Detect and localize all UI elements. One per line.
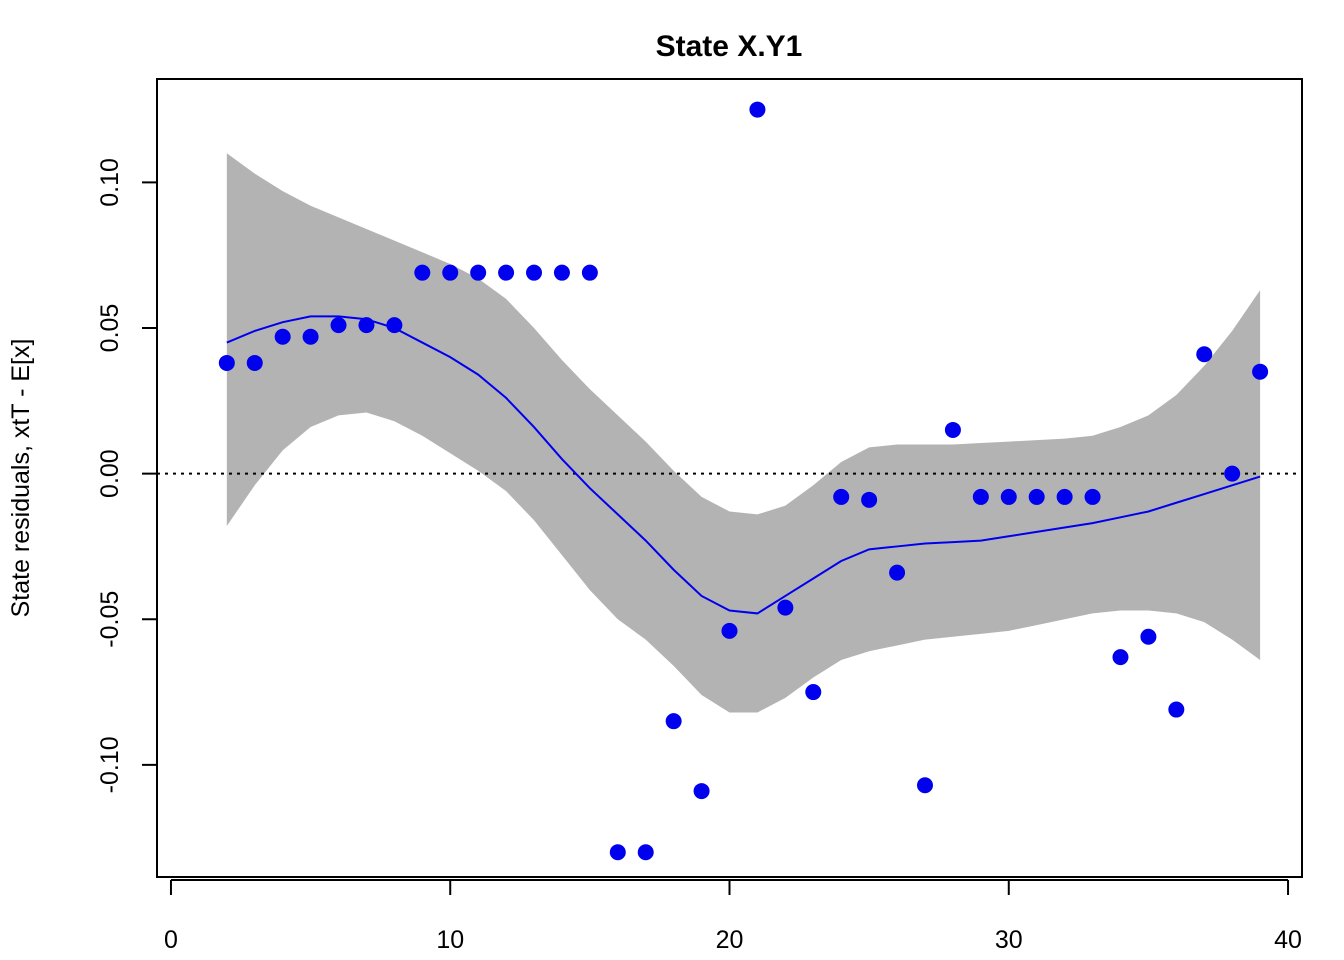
data-point: [274, 328, 291, 345]
data-point: [749, 101, 766, 118]
data-point: [665, 713, 682, 730]
data-point: [944, 421, 961, 438]
y-tick-label: 0.05: [96, 304, 124, 353]
y-tick-label: 0.10: [96, 158, 124, 207]
data-point: [1140, 628, 1157, 645]
points-layer: [218, 101, 1269, 861]
data-point: [581, 264, 598, 281]
x-tick-label: 40: [1274, 926, 1302, 954]
data-point: [498, 264, 515, 281]
y-axis-label: State residuals, xtT - E[x]: [7, 339, 35, 618]
y-tick-label: -0.10: [96, 736, 124, 793]
data-point: [386, 317, 403, 334]
data-point: [637, 844, 654, 861]
data-point: [1168, 701, 1185, 718]
y-tick-label: -0.05: [96, 591, 124, 648]
data-point: [218, 354, 235, 371]
data-point: [330, 317, 347, 334]
y-axis: -0.10 -0.05 0.00 0.05 0.10: [96, 158, 158, 793]
data-point: [861, 491, 878, 508]
x-tick-label: 0: [164, 926, 178, 954]
data-point: [526, 264, 543, 281]
x-tick-label: 30: [995, 926, 1023, 954]
data-point: [1112, 649, 1129, 666]
confidence-band-layer: [226, 153, 1261, 713]
data-point: [609, 844, 626, 861]
data-point: [470, 264, 487, 281]
data-point: [833, 488, 850, 505]
data-point: [1056, 488, 1073, 505]
confidence-band: [226, 153, 1261, 713]
data-point: [442, 264, 459, 281]
y-tick-label: 0.00: [96, 449, 124, 498]
data-point: [889, 564, 906, 581]
data-point: [721, 622, 738, 639]
chart-title: State X.Y1: [656, 30, 803, 63]
data-point: [358, 317, 375, 334]
data-point: [1000, 488, 1017, 505]
data-point: [805, 684, 822, 701]
data-point: [1084, 488, 1101, 505]
x-tick-label: 10: [436, 926, 464, 954]
data-point: [1252, 363, 1269, 380]
data-point: [414, 264, 431, 281]
data-point: [246, 354, 263, 371]
data-point: [1028, 488, 1045, 505]
x-axis: 0 10 20 30 40: [164, 879, 1302, 954]
data-point: [302, 328, 319, 345]
data-point: [1196, 346, 1213, 363]
data-point: [916, 777, 933, 794]
data-point: [1224, 465, 1241, 482]
x-tick-label: 20: [716, 926, 744, 954]
data-point: [693, 783, 710, 800]
data-point: [777, 599, 794, 616]
data-point: [972, 488, 989, 505]
data-point: [553, 264, 570, 281]
